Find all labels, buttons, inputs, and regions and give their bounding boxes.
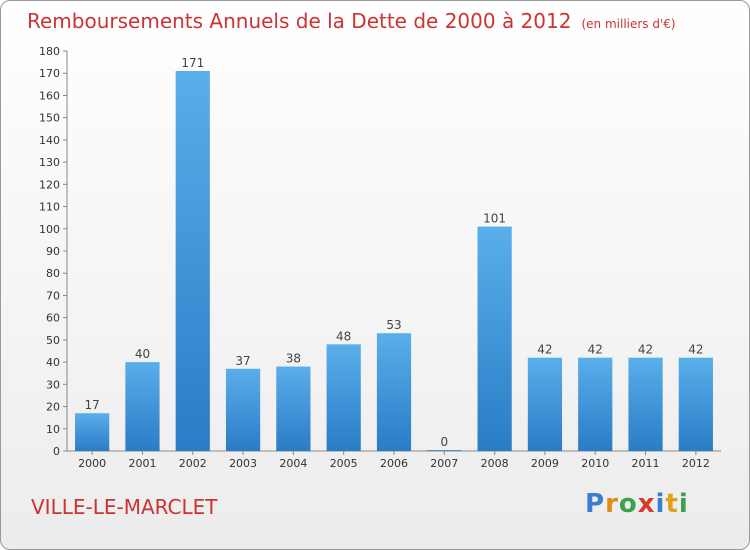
x-tick-label: 2010	[581, 457, 609, 470]
bar-value-label: 42	[688, 343, 703, 357]
x-tick-label: 2007	[430, 457, 458, 470]
y-tick-label: 10	[46, 423, 60, 436]
y-tick-label: 80	[46, 267, 60, 280]
bar-value-label: 48	[336, 329, 351, 343]
bar-value-label: 17	[85, 398, 100, 412]
x-tick-label: 2006	[380, 457, 408, 470]
bar-2007	[427, 450, 462, 451]
y-tick-label: 130	[39, 156, 60, 169]
x-tick-label: 2011	[632, 457, 660, 470]
y-tick-label: 30	[46, 378, 60, 391]
y-tick-label: 160	[39, 89, 60, 102]
bar-2006	[376, 333, 412, 451]
x-tick-label: 2004	[279, 457, 307, 470]
y-tick-label: 90	[46, 245, 60, 258]
bar-value-label: 37	[235, 354, 250, 368]
bar-value-label: 0	[440, 435, 448, 449]
bar-value-label: 53	[386, 318, 401, 332]
bar-value-label: 101	[483, 212, 506, 226]
y-tick-label: 50	[46, 334, 60, 347]
town-name: VILLE-LE-MARCLET	[31, 495, 218, 519]
chart-title-text: Remboursements Annuels de la Dette de 20…	[27, 9, 572, 33]
bar-2008	[477, 226, 512, 451]
bar-2005	[326, 344, 361, 451]
bar-value-label: 42	[638, 343, 653, 357]
y-tick-label: 140	[39, 134, 60, 147]
bar-2004	[276, 366, 311, 451]
x-tick-label: 2000	[78, 457, 106, 470]
bar-2011	[628, 357, 663, 451]
bar-2001	[125, 362, 160, 451]
x-tick-label: 2005	[330, 457, 358, 470]
y-tick-label: 150	[39, 112, 60, 125]
bar-value-label: 42	[588, 343, 603, 357]
y-tick-label: 100	[39, 223, 60, 236]
chart-title: Remboursements Annuels de la Dette de 20…	[27, 9, 676, 33]
bar-value-label: 40	[135, 347, 150, 361]
x-tick-label: 2012	[682, 457, 710, 470]
bar-2012	[678, 357, 713, 451]
proxiti-logo: Proxiti	[585, 489, 689, 519]
y-tick-label: 60	[46, 312, 60, 325]
bar-value-label: 42	[537, 343, 552, 357]
y-tick-label: 110	[39, 201, 60, 214]
y-tick-label: 170	[39, 67, 60, 80]
x-tick-label: 2001	[128, 457, 156, 470]
bar-2000	[75, 413, 110, 451]
bar-2009	[527, 357, 563, 451]
x-tick-label: 2002	[179, 457, 207, 470]
y-tick-label: 180	[39, 45, 60, 58]
y-tick-label: 0	[53, 445, 60, 458]
y-tick-label: 40	[46, 356, 60, 369]
x-tick-label: 2003	[229, 457, 257, 470]
x-tick-label: 2008	[481, 457, 509, 470]
bar-2002	[175, 71, 210, 451]
x-tick-label: 2009	[531, 457, 559, 470]
chart-subtitle: (en milliers d'€)	[581, 17, 676, 31]
bar-value-label: 38	[286, 352, 301, 366]
bar-2003	[225, 368, 261, 451]
bar-2010	[578, 357, 613, 451]
y-tick-label: 20	[46, 401, 60, 414]
y-tick-label: 70	[46, 289, 60, 302]
bar-value-label: 171	[181, 56, 204, 70]
y-tick-label: 120	[39, 178, 60, 191]
